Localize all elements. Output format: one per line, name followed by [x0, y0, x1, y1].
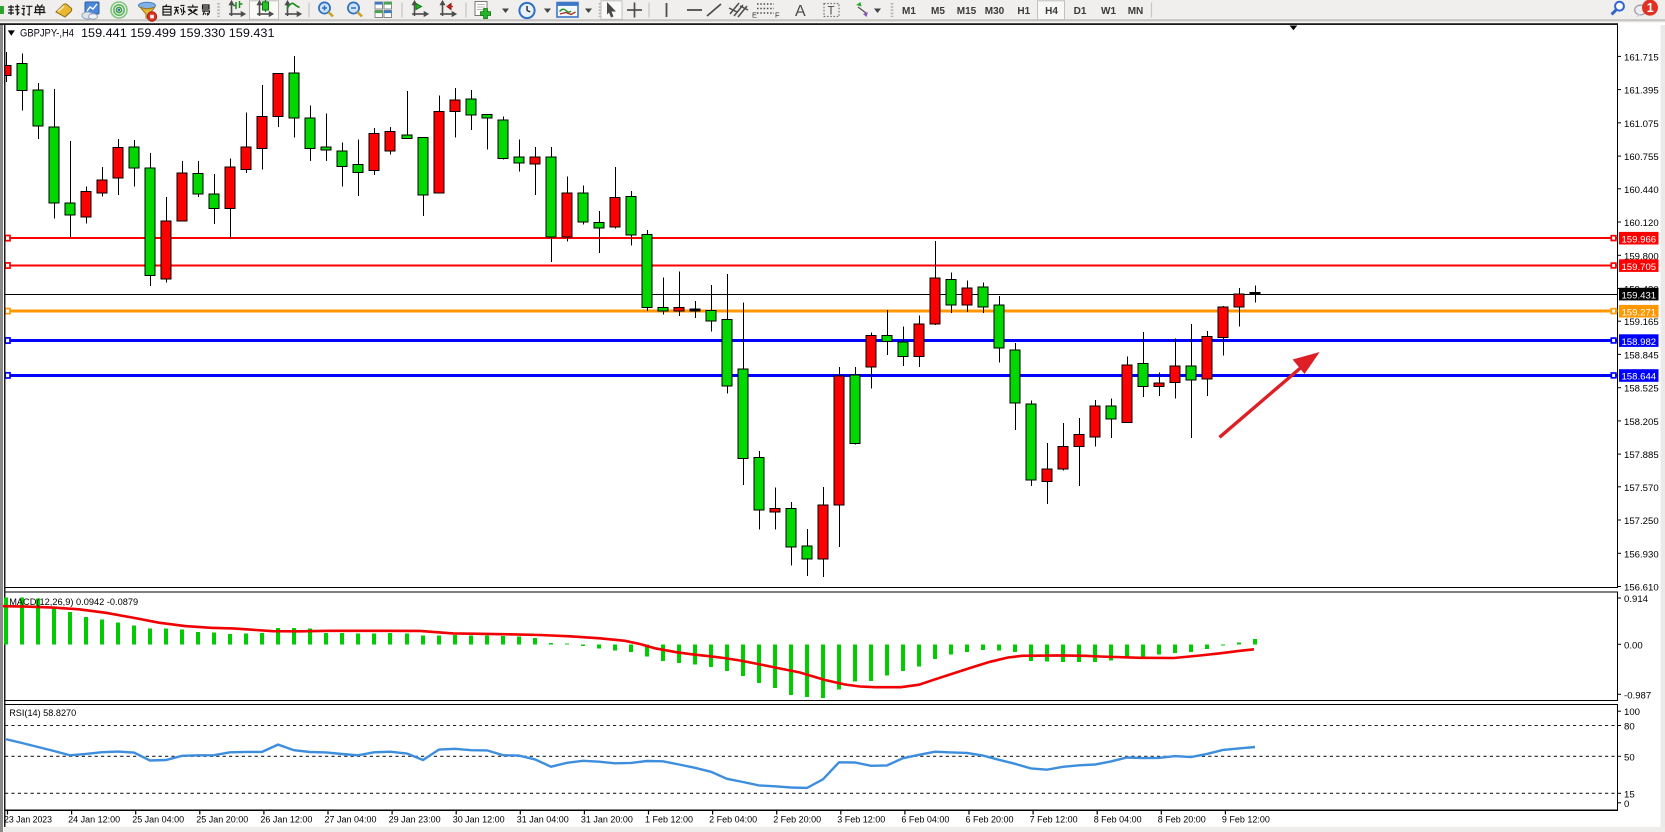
svg-text:2 Feb 20:00: 2 Feb 20:00: [773, 815, 821, 826]
svg-text:-0.987: -0.987: [1624, 690, 1651, 701]
svg-text:157.885: 157.885: [1624, 450, 1659, 461]
svg-text:25 Jan 20:00: 25 Jan 20:00: [196, 815, 248, 826]
svg-text:80: 80: [1624, 722, 1635, 733]
svg-text:29 Jan 23:00: 29 Jan 23:00: [389, 815, 441, 826]
svg-text:23 Jan 2023: 23 Jan 2023: [4, 815, 52, 826]
svg-text:159.800: 159.800: [1624, 251, 1659, 262]
svg-text:159.966: 159.966: [1621, 234, 1656, 245]
svg-text:W1: W1: [1101, 6, 1116, 17]
svg-text:15: 15: [1624, 789, 1635, 800]
svg-text:0.914: 0.914: [1624, 594, 1649, 605]
svg-text:100: 100: [1624, 707, 1640, 718]
svg-text:157.250: 157.250: [1624, 516, 1659, 527]
svg-text:D1: D1: [1074, 6, 1087, 17]
svg-text:161.715: 161.715: [1624, 52, 1659, 63]
svg-text:161.395: 161.395: [1624, 86, 1659, 97]
svg-text:6 Feb 20:00: 6 Feb 20:00: [966, 815, 1014, 826]
svg-text:24 Jan 12:00: 24 Jan 12:00: [68, 815, 120, 826]
svg-text:RSI(14) 58.8270: RSI(14) 58.8270: [9, 708, 76, 719]
svg-text:GBPJPY-,H4: GBPJPY-,H4: [20, 28, 74, 40]
svg-text:8 Feb 04:00: 8 Feb 04:00: [1094, 815, 1142, 826]
svg-text:MN: MN: [1128, 6, 1144, 17]
svg-text:M1: M1: [902, 6, 916, 17]
svg-text:MACD(12,26,9) 0.0942 -0.0879: MACD(12,26,9) 0.0942 -0.0879: [9, 597, 138, 608]
svg-text:160.120: 160.120: [1624, 218, 1659, 229]
svg-text:158.982: 158.982: [1621, 337, 1656, 348]
svg-text:31 Jan 20:00: 31 Jan 20:00: [581, 815, 633, 826]
svg-text:26 Jan 12:00: 26 Jan 12:00: [260, 815, 312, 826]
svg-text:159.441 159.499 159.330 159.43: 159.441 159.499 159.330 159.431: [81, 27, 275, 40]
svg-text:25 Jan 04:00: 25 Jan 04:00: [132, 815, 184, 826]
svg-text:M30: M30: [985, 6, 1005, 17]
svg-text:8 Feb 20:00: 8 Feb 20:00: [1158, 815, 1206, 826]
svg-text:H1: H1: [1017, 6, 1030, 17]
svg-text:2 Feb 04:00: 2 Feb 04:00: [709, 815, 757, 826]
svg-text:30 Jan 12:00: 30 Jan 12:00: [453, 815, 505, 826]
svg-text:F: F: [775, 11, 780, 20]
svg-text:A: A: [795, 3, 806, 20]
svg-text:158.644: 158.644: [1621, 372, 1656, 383]
svg-text:M15: M15: [957, 6, 977, 17]
svg-text:158.845: 158.845: [1624, 350, 1659, 361]
svg-text:156.610: 156.610: [1624, 583, 1659, 594]
svg-text:156.930: 156.930: [1624, 549, 1659, 560]
svg-text:161.075: 161.075: [1624, 119, 1659, 130]
svg-text:E: E: [752, 11, 757, 20]
svg-text:0: 0: [1624, 799, 1629, 810]
svg-text:160.755: 160.755: [1624, 152, 1659, 163]
svg-text:159.705: 159.705: [1621, 262, 1656, 273]
svg-text:159.431: 159.431: [1621, 290, 1656, 301]
svg-text:1 Feb 12:00: 1 Feb 12:00: [645, 815, 693, 826]
svg-text:159.271: 159.271: [1621, 307, 1656, 318]
svg-text:H4: H4: [1045, 6, 1058, 17]
svg-text:159.165: 159.165: [1624, 317, 1659, 328]
svg-text:50: 50: [1624, 752, 1635, 763]
svg-text:9 Feb 12:00: 9 Feb 12:00: [1222, 815, 1270, 826]
svg-text:0.00: 0.00: [1624, 640, 1643, 651]
svg-text:7 Feb 12:00: 7 Feb 12:00: [1030, 815, 1078, 826]
svg-text:160.440: 160.440: [1624, 185, 1659, 196]
svg-text:1: 1: [1647, 1, 1654, 15]
svg-text:157.570: 157.570: [1624, 483, 1659, 494]
svg-text:M5: M5: [931, 6, 945, 17]
svg-text:158.205: 158.205: [1624, 417, 1659, 428]
svg-text:T: T: [828, 6, 835, 18]
svg-text:6 Feb 04:00: 6 Feb 04:00: [901, 815, 949, 826]
svg-text:27 Jan 04:00: 27 Jan 04:00: [325, 815, 377, 826]
svg-text:158.525: 158.525: [1624, 384, 1659, 395]
svg-text:3 Feb 12:00: 3 Feb 12:00: [837, 815, 885, 826]
svg-text:31 Jan 04:00: 31 Jan 04:00: [517, 815, 569, 826]
